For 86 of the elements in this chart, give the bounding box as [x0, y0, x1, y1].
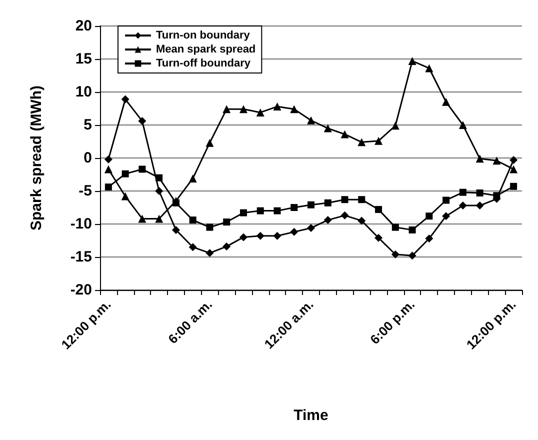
point: [206, 224, 214, 231]
point: [375, 206, 382, 213]
point: [274, 207, 281, 214]
point: [408, 252, 416, 260]
point: [308, 201, 314, 208]
legend-label: Turn-off boundary: [156, 58, 252, 70]
point: [510, 165, 518, 174]
point: [239, 233, 248, 242]
point: [290, 105, 298, 114]
point: [273, 232, 282, 240]
point: [340, 211, 349, 220]
point: [256, 232, 264, 240]
point: [374, 234, 383, 242]
legend-label: Turn-on boundary: [156, 30, 251, 42]
y-tick-label: -20: [70, 282, 92, 298]
point: [358, 216, 366, 225]
y-axis-title: Spark spread (MWh): [28, 85, 45, 231]
point: [358, 138, 366, 146]
point: [391, 122, 400, 130]
x-tick-label: 6:00 a.m.: [165, 296, 216, 347]
point: [324, 199, 332, 206]
point: [223, 218, 230, 226]
point: [442, 212, 450, 220]
point: [476, 154, 484, 163]
y-tick-label: -5: [78, 182, 92, 200]
point: [426, 212, 433, 220]
point: [510, 156, 518, 164]
point: [476, 189, 484, 196]
point: [374, 136, 383, 145]
y-tick-label: -10: [70, 216, 92, 232]
point: [206, 249, 214, 258]
point: [290, 228, 298, 236]
point: [510, 182, 518, 190]
point: [392, 224, 399, 231]
point: [240, 209, 247, 216]
point: [155, 187, 164, 195]
point: [239, 105, 248, 114]
y-tick-label: 20: [75, 18, 92, 34]
point: [458, 202, 467, 210]
point: [104, 165, 112, 174]
point: [307, 116, 315, 124]
point: [425, 234, 434, 243]
point: [256, 108, 264, 116]
point: [222, 242, 231, 250]
x-tick-label: 6:00 p.m.: [367, 296, 418, 348]
point: [324, 216, 332, 224]
y-tick-label: 15: [75, 50, 92, 68]
point: [122, 170, 129, 178]
point: [189, 216, 196, 224]
point: [138, 117, 146, 126]
point: [442, 196, 450, 204]
point: [408, 226, 416, 234]
point: [138, 166, 146, 173]
y-tick-label: 0: [84, 150, 92, 166]
x-axis-title: Time: [294, 407, 328, 424]
point: [188, 174, 197, 182]
point: [121, 192, 130, 200]
point: [341, 196, 348, 204]
point: [104, 184, 112, 191]
point: [459, 188, 466, 196]
point: [492, 156, 501, 165]
point: [290, 204, 298, 211]
point: [206, 138, 214, 147]
point: [273, 102, 282, 111]
point: [476, 202, 484, 210]
point: [358, 196, 366, 204]
y-tick-label: 5: [84, 116, 92, 134]
point: [256, 207, 264, 214]
point: [408, 56, 416, 65]
y-tick-label: -15: [70, 248, 92, 266]
point: [121, 95, 130, 104]
point: [104, 155, 112, 164]
point: [391, 250, 400, 258]
point: [425, 64, 434, 72]
point: [340, 130, 349, 138]
point: [442, 98, 450, 106]
point: [138, 214, 146, 223]
y-tick-label: 10: [75, 84, 92, 100]
point: [324, 124, 332, 132]
point: [155, 214, 164, 223]
point: [307, 224, 315, 232]
legend-label: Mean spark spread: [156, 44, 256, 56]
point: [188, 243, 197, 252]
point: [172, 226, 180, 234]
point: [458, 121, 467, 129]
point: [222, 105, 231, 114]
